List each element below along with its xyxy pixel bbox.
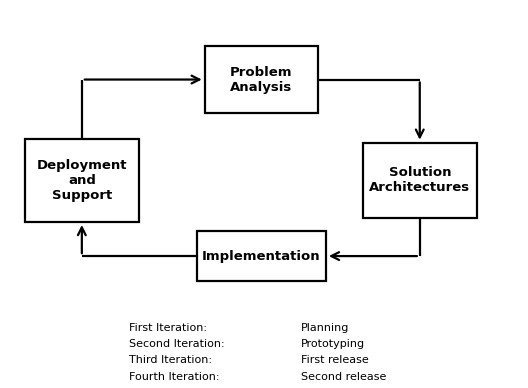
Bar <box>205 45 318 113</box>
Text: Solution
Architectures: Solution Architectures <box>369 166 470 194</box>
Bar <box>196 231 326 281</box>
Text: Implementation: Implementation <box>202 249 320 263</box>
Text: Planning: Planning <box>301 323 350 333</box>
Bar <box>363 142 476 218</box>
Text: Deployment
and
Support: Deployment and Support <box>36 159 127 202</box>
Text: Second Iteration:: Second Iteration: <box>129 339 225 349</box>
Bar <box>25 139 139 222</box>
Text: Third Iteration:: Third Iteration: <box>129 355 212 365</box>
Text: Prototyping: Prototyping <box>301 339 365 349</box>
Text: Fourth Iteration:: Fourth Iteration: <box>129 372 220 382</box>
Text: Second release: Second release <box>301 372 386 382</box>
Text: First Iteration:: First Iteration: <box>129 323 208 333</box>
Text: Problem
Analysis: Problem Analysis <box>230 66 293 94</box>
Text: First release: First release <box>301 355 369 365</box>
